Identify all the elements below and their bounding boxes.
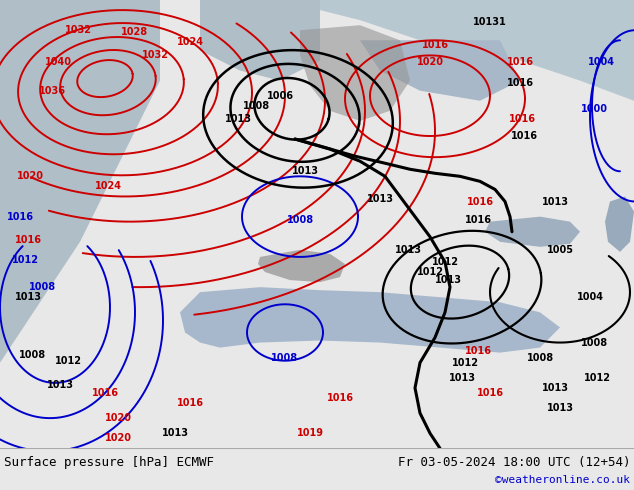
Text: 1020: 1020 — [417, 57, 444, 68]
Polygon shape — [200, 0, 320, 80]
Text: 1013: 1013 — [541, 383, 569, 393]
Text: 1032: 1032 — [65, 25, 91, 35]
Text: Surface pressure [hPa] ECMWF: Surface pressure [hPa] ECMWF — [4, 456, 214, 469]
Text: 1013: 1013 — [366, 195, 394, 204]
Polygon shape — [300, 25, 410, 121]
Text: 1008: 1008 — [287, 215, 314, 224]
Text: 1004: 1004 — [588, 57, 614, 68]
Text: 1008: 1008 — [271, 353, 299, 363]
Text: 10131: 10131 — [473, 17, 507, 27]
Text: 1020: 1020 — [16, 172, 44, 181]
Text: 1004: 1004 — [576, 292, 604, 302]
Text: 1040: 1040 — [44, 57, 72, 68]
Text: 1005: 1005 — [547, 245, 574, 255]
Text: 1016: 1016 — [422, 40, 448, 50]
Text: 1016: 1016 — [510, 131, 538, 141]
Polygon shape — [0, 0, 160, 363]
Text: 1000: 1000 — [581, 104, 607, 114]
Text: 1008: 1008 — [581, 338, 609, 347]
Text: 1013: 1013 — [394, 245, 422, 255]
Text: 1016: 1016 — [91, 388, 119, 398]
Text: ©weatheronline.co.uk: ©weatheronline.co.uk — [495, 475, 630, 485]
Text: 1016: 1016 — [465, 215, 491, 224]
Polygon shape — [605, 196, 634, 252]
Text: 1032: 1032 — [141, 50, 169, 60]
Text: Fr 03-05-2024 18:00 UTC (12+54): Fr 03-05-2024 18:00 UTC (12+54) — [398, 456, 630, 469]
Text: 1013: 1013 — [15, 292, 41, 302]
Text: 1013: 1013 — [448, 373, 476, 383]
Text: 1013: 1013 — [547, 403, 574, 413]
Text: 1013: 1013 — [162, 428, 188, 438]
Text: 1016: 1016 — [507, 57, 533, 68]
Text: 1013: 1013 — [224, 114, 252, 124]
Text: 1019: 1019 — [297, 428, 323, 438]
Text: 1008: 1008 — [29, 282, 56, 292]
Text: 1013: 1013 — [46, 380, 74, 390]
Text: 1008: 1008 — [526, 353, 553, 363]
Polygon shape — [320, 0, 634, 101]
Text: 1012: 1012 — [11, 255, 39, 265]
Text: 1012: 1012 — [417, 267, 444, 277]
Text: 1012: 1012 — [451, 358, 479, 368]
Text: 1016: 1016 — [467, 196, 493, 206]
Text: 1013: 1013 — [292, 166, 318, 176]
Text: 1012: 1012 — [55, 356, 82, 366]
Text: 1020: 1020 — [105, 433, 131, 443]
Text: 1020: 1020 — [105, 413, 131, 423]
Text: 1008: 1008 — [242, 101, 269, 111]
Text: 1016: 1016 — [465, 345, 491, 356]
Text: 1012: 1012 — [432, 257, 458, 267]
Text: 1016: 1016 — [477, 388, 503, 398]
Text: 1016: 1016 — [176, 398, 204, 408]
Text: 1016: 1016 — [6, 212, 34, 221]
Text: 1024: 1024 — [94, 181, 122, 192]
Text: 1028: 1028 — [122, 27, 148, 37]
Polygon shape — [360, 40, 520, 101]
Polygon shape — [258, 250, 345, 282]
Text: 1012: 1012 — [583, 373, 611, 383]
Text: 1016: 1016 — [508, 114, 536, 124]
Text: 1013: 1013 — [434, 275, 462, 285]
Polygon shape — [485, 217, 580, 247]
Text: 1036: 1036 — [39, 86, 65, 96]
Polygon shape — [180, 287, 560, 353]
Text: 1008: 1008 — [18, 350, 46, 360]
Text: 1016: 1016 — [327, 393, 354, 403]
Text: 1006: 1006 — [266, 91, 294, 101]
Text: 1016: 1016 — [15, 235, 41, 245]
Text: 1016: 1016 — [507, 77, 533, 88]
Text: 1024: 1024 — [176, 37, 204, 48]
Text: 1013: 1013 — [541, 196, 569, 206]
